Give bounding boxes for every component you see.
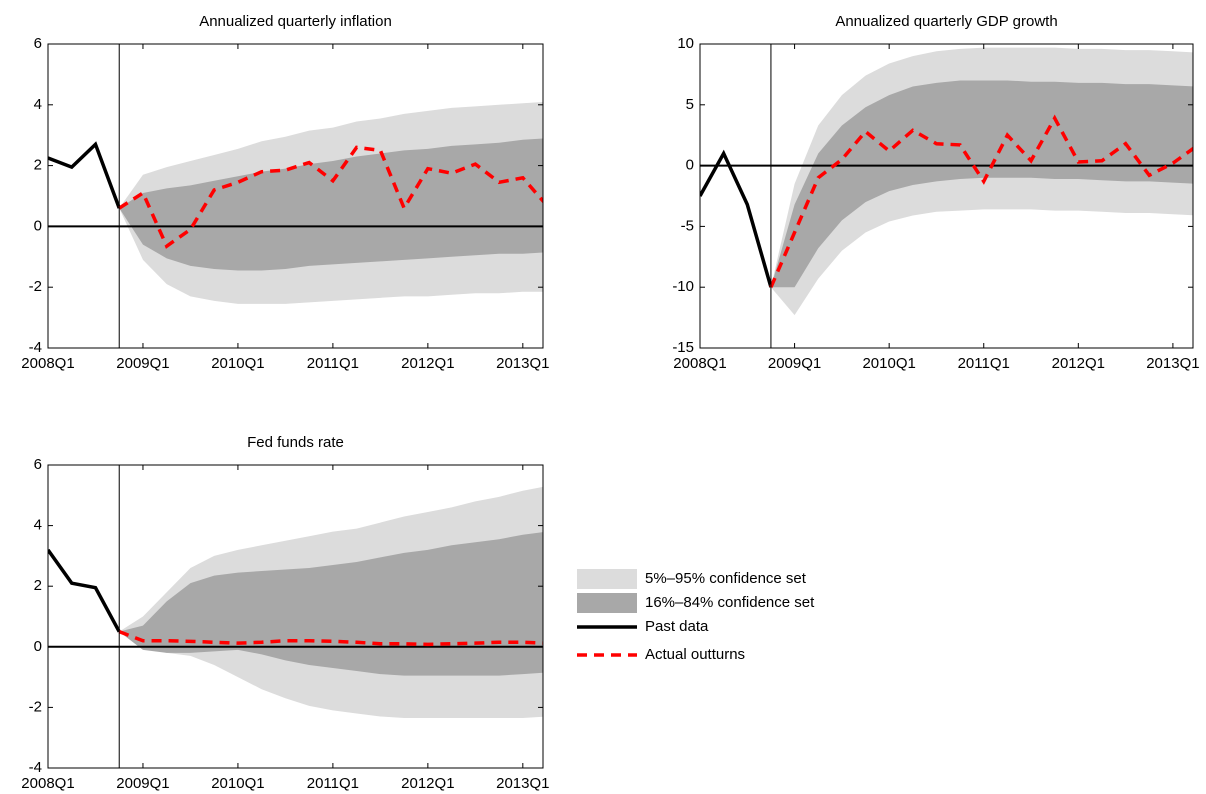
legend-swatch	[577, 593, 637, 613]
x-tick-label: 2009Q1	[116, 355, 169, 372]
legend-swatch	[577, 569, 637, 589]
axes-box	[699, 43, 1194, 349]
x-tick-label: 2009Q1	[768, 355, 821, 372]
x-tick-label: 2012Q1	[401, 355, 454, 372]
axes-box	[47, 43, 544, 349]
x-tick-label: 2010Q1	[211, 775, 264, 792]
series-line	[118, 145, 543, 249]
y-tick-label: 4	[34, 517, 42, 534]
plot-area	[48, 486, 543, 719]
x-tick-label: 2013Q1	[1146, 355, 1199, 372]
legend-label: 16%–84% confidence set	[645, 594, 815, 611]
x-tick-label: 2013Q1	[496, 355, 549, 372]
panel: Annualized quarterly GDP growth -15 -10 -5 0…	[672, 13, 1199, 372]
y-tick-label: 0	[34, 638, 42, 655]
x-tick-label: 2011Q1	[958, 355, 1010, 372]
x-tick-label: 2013Q1	[496, 775, 549, 792]
x-tick-label: 2012Q1	[401, 775, 454, 792]
plot-area	[700, 47, 1193, 316]
x-tick-label: 2012Q1	[1052, 355, 1105, 372]
y-tick-label: -2	[29, 698, 42, 715]
plot-area	[48, 101, 543, 304]
legend-label: Actual outturns	[645, 646, 745, 663]
y-tick-label: 2	[34, 157, 42, 174]
confidence-band	[119, 138, 543, 271]
y-tick-label: 10	[677, 35, 694, 52]
y-tick-label: -15	[672, 339, 694, 356]
chart-title: Fed funds rate	[247, 434, 344, 451]
y-tick-label: -10	[672, 278, 694, 295]
y-tick-label: 2	[34, 577, 42, 594]
y-tick-label: -4	[29, 339, 42, 356]
panel: Annualized quarterly inflation -4 -2 0 2 4 6 20…	[21, 13, 549, 372]
x-tick-label: 2008Q1	[21, 355, 74, 372]
x-tick-label: 2011Q1	[307, 355, 359, 372]
chart-title: Annualized quarterly GDP growth	[835, 13, 1057, 30]
x-tick-label: 2010Q1	[862, 355, 915, 372]
y-tick-label: 6	[34, 35, 42, 52]
panel: Fed funds rate -4 -2 0 2 4 6 2008Q1 2009Q1 2010Q1…	[21, 434, 549, 792]
series-line	[700, 149, 773, 288]
legend: 5%–95% confidence set 16%–84% confidence …	[577, 569, 815, 663]
series-line	[118, 630, 543, 647]
confidence-band	[119, 532, 543, 676]
y-tick-label: -2	[29, 278, 42, 295]
legend-label: 5%–95% confidence set	[645, 570, 807, 587]
y-tick-label: -4	[29, 759, 42, 776]
series-line	[48, 141, 121, 209]
series-line	[48, 548, 121, 633]
chart-title: Annualized quarterly inflation	[199, 13, 392, 30]
series-line	[769, 114, 1193, 288]
y-tick-label: 4	[34, 96, 42, 113]
x-tick-label: 2008Q1	[673, 355, 726, 372]
x-tick-label: 2010Q1	[211, 355, 264, 372]
y-tick-label: 5	[686, 96, 694, 113]
x-tick-label: 2009Q1	[116, 775, 169, 792]
y-tick-label: 0	[34, 217, 42, 234]
y-tick-label: 6	[34, 456, 42, 473]
confidence-band	[770, 80, 1193, 288]
axes-box	[47, 464, 544, 769]
y-tick-label: -5	[681, 217, 694, 234]
x-tick-label: 2011Q1	[307, 775, 359, 792]
x-tick-label: 2008Q1	[21, 775, 74, 792]
y-tick-label: 0	[686, 157, 694, 174]
legend-label: Past data	[645, 618, 709, 635]
